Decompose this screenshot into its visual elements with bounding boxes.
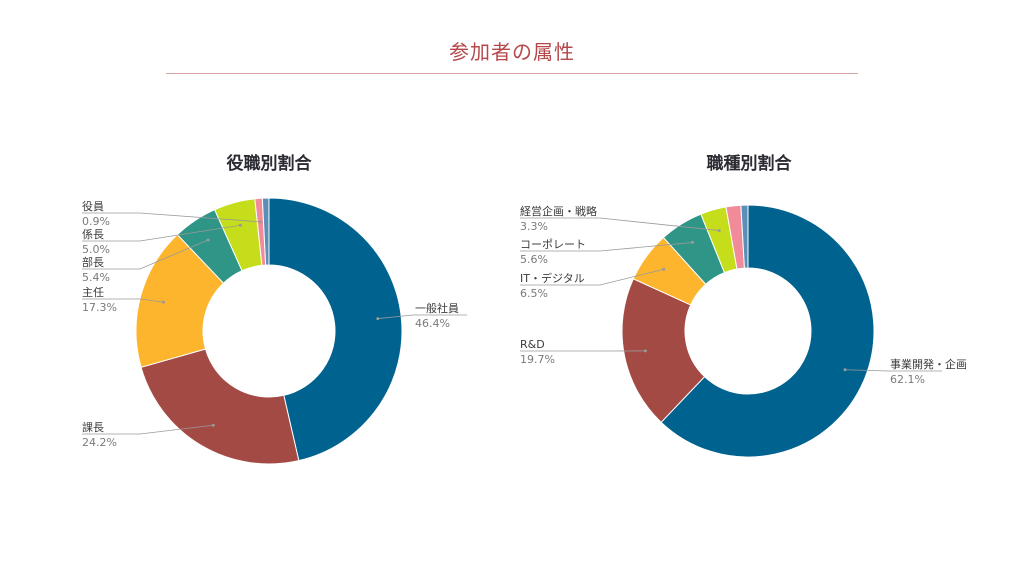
chart2-leader-dot-コーポレート xyxy=(691,240,695,244)
chart2-label-コーポレート: コーポレート xyxy=(520,238,586,251)
chart2-pct-コーポレート: 5.6% xyxy=(520,253,548,266)
chart1-pct-一般社員: 46.4% xyxy=(415,317,450,330)
chart2-label-IT・デジタル: IT・デジタル xyxy=(520,271,585,285)
chart1-label-部長: 部長 xyxy=(82,255,104,269)
chart2-label-R&D: R&D xyxy=(520,338,545,351)
chart1-slice-unlabeled xyxy=(261,197,270,266)
chart1-label-係長: 係長 xyxy=(82,228,104,241)
chart2-label-経営企画・戦略: 経営企画・戦略 xyxy=(520,204,597,218)
chart1-leader-役員 xyxy=(82,212,261,223)
page-title: 参加者の属性 xyxy=(449,40,575,64)
chart1-leader-主任 xyxy=(82,298,164,303)
chart1-label-主任: 主任 xyxy=(82,286,104,299)
chart1-pct-主任: 17.3% xyxy=(82,301,117,314)
chart2-leader-経営企画・戦略 xyxy=(520,217,720,231)
chart1-pct-部長: 5.4% xyxy=(82,271,110,284)
chart1-leader-dot-役員 xyxy=(258,220,262,224)
chart1-label-役員: 役員 xyxy=(82,199,104,213)
chart1-slice-主任 xyxy=(135,233,225,368)
chart1-pct-課長: 24.2% xyxy=(82,436,117,449)
chart1-leader-係長 xyxy=(82,224,241,242)
chart1-pct-役員: 0.9% xyxy=(82,215,110,228)
chart2-leader-事業開発・企画 xyxy=(845,369,942,372)
chart2-pct-経営企画・戦略: 3.3% xyxy=(520,220,548,233)
chart2-slice-事業開発・企画 xyxy=(660,204,875,458)
chart2-slice-unlabeled xyxy=(740,204,749,269)
chart2-slice-R&D xyxy=(621,278,706,424)
chart2-leader-コーポレート xyxy=(520,242,693,252)
chart1-leader-dot-部長 xyxy=(206,238,210,242)
chart1-leader-一般社員 xyxy=(377,314,467,320)
title-divider xyxy=(166,73,858,74)
chart1-label-一般社員: 一般社員 xyxy=(415,301,459,315)
chart1-leader-部長 xyxy=(82,239,209,270)
chart2-leader-dot-R&D xyxy=(643,349,647,353)
chart-title-position: 役職別割合 xyxy=(226,154,312,174)
chart1-leader-dot-課長 xyxy=(211,423,215,427)
chart1-leader-dot-一般社員 xyxy=(376,317,380,321)
chart1-slice-課長 xyxy=(140,348,300,465)
chart1-label-課長: 課長 xyxy=(82,420,104,434)
chart2-leader-IT・デジタル xyxy=(520,268,664,286)
chart2-pct-事業開発・企画: 62.1% xyxy=(890,373,925,386)
chart2-pct-IT・デジタル: 6.5% xyxy=(520,287,548,300)
chart2-pct-R&D: 19.7% xyxy=(520,353,555,366)
chart2-leader-dot-事業開発・企画 xyxy=(843,368,847,372)
chart1-leader-dot-主任 xyxy=(161,300,165,304)
chart1-pct-係長: 5.0% xyxy=(82,243,110,256)
chart1-leader-課長 xyxy=(82,424,214,435)
chart2-leader-dot-経営企画・戦略 xyxy=(717,229,721,233)
chart1-leader-dot-係長 xyxy=(238,223,242,227)
chart1-slice-一般社員 xyxy=(268,197,403,462)
chart2-leader-dot-IT・デジタル xyxy=(662,267,666,271)
chart-title-job-type: 職種別割合 xyxy=(706,154,792,174)
chart2-label-事業開発・企画: 事業開発・企画 xyxy=(890,357,967,371)
